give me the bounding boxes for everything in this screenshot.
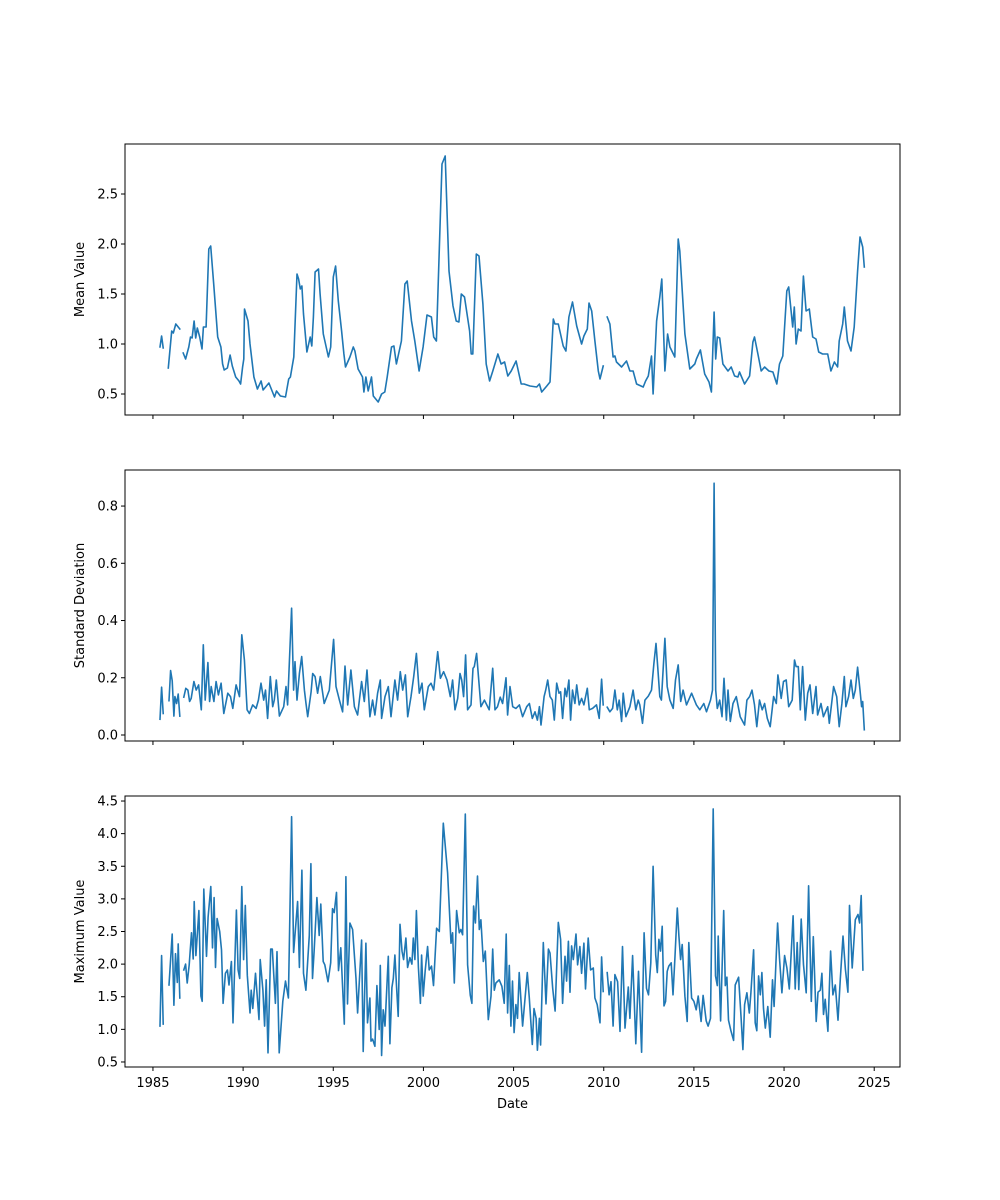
y-tick-label: 1.0 [97, 338, 118, 353]
y-tick-label: 0.0 [97, 728, 118, 743]
y-tick-label: 3.0 [97, 892, 118, 907]
y-tick-label: 1.0 [97, 1023, 118, 1038]
y-tick-label: 0.4 [97, 614, 118, 629]
y-tick-label: 2.0 [97, 238, 118, 253]
y-tick-label: 2.5 [97, 188, 118, 203]
x-tick-label: 1990 [227, 1076, 260, 1091]
y-tick-label: 4.5 [97, 795, 118, 810]
y-tick-label: 1.5 [97, 288, 118, 303]
y-axis-label: Mean Value [73, 242, 88, 317]
x-tick-label: 2015 [677, 1076, 710, 1091]
series-line-maximum-value [159, 808, 864, 1057]
x-tick-label: 2010 [587, 1076, 620, 1091]
axes-frame [124, 469, 901, 742]
x-tick-label: 2005 [497, 1076, 530, 1091]
y-axis-label: Standard Deviation [73, 543, 88, 668]
series-line-standard-deviation [159, 482, 866, 731]
y-tick-label: 3.5 [97, 860, 118, 875]
y-tick-label: 0.5 [97, 1055, 118, 1070]
y-tick-label: 4.0 [97, 827, 118, 842]
x-tick-label: 2025 [858, 1076, 891, 1091]
series-line-mean-value [159, 155, 866, 403]
y-tick-label: 2.0 [97, 958, 118, 973]
y-tick-label: 0.8 [97, 500, 118, 515]
axes-frame [124, 143, 901, 416]
y-tick-label: 0.6 [97, 557, 118, 572]
subplot-1: 0.5 1.0 1.5 2.0 2.5 Mean Value [73, 143, 901, 419]
x-tick-label: 1995 [317, 1076, 350, 1091]
y-tick-label: 0.2 [97, 671, 118, 686]
subplot-2: 0.0 0.2 0.4 0.6 0.8 Standard Deviation [73, 469, 901, 745]
x-tick-label: 1985 [136, 1076, 169, 1091]
y-tick-label: 2.5 [97, 925, 118, 940]
x-tick-label: 2020 [768, 1076, 801, 1091]
y-axis-label: Maximum Value [73, 880, 88, 984]
subplot-3: 1985 1990 1995 2000 2005 2010 2015 2020 2025 0.5 1… [73, 795, 901, 1112]
y-tick-label: 1.5 [97, 990, 118, 1005]
x-tick-label: 2000 [407, 1076, 440, 1091]
x-axis-label: Date [497, 1097, 528, 1112]
y-tick-label: 0.5 [97, 388, 118, 403]
